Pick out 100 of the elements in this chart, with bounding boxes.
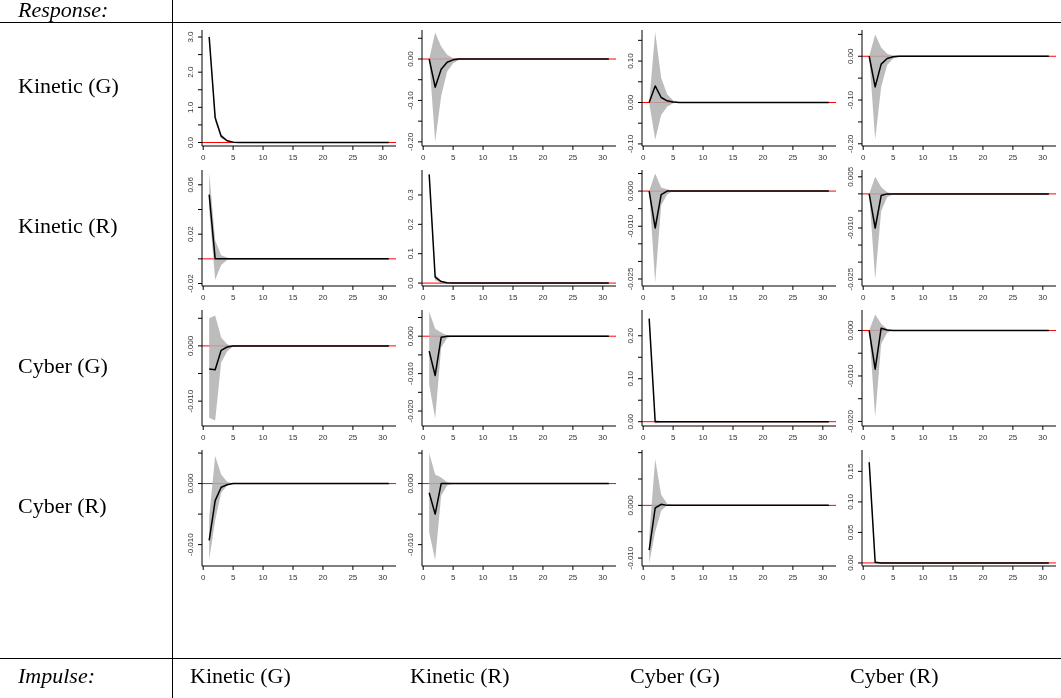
y-tick-label: 0.15 (846, 463, 855, 480)
x-tick-label: 5 (890, 433, 896, 442)
x-tick-label: 10 (258, 293, 269, 302)
y-tick-label: 0.1 (406, 247, 415, 260)
x-tick-label: 25 (568, 293, 578, 302)
x-tick-label: 30 (1038, 293, 1048, 302)
x-axis-title: Kinetic (G) (190, 663, 291, 689)
y-tick-label: 0.2 (406, 218, 415, 230)
x-axis-title: Cyber (G) (630, 663, 720, 689)
x-tick-label: 25 (568, 153, 578, 162)
x-tick-label: 0 (640, 433, 646, 442)
x-tick-label: 10 (478, 433, 489, 442)
x-tick-label: 30 (598, 433, 608, 442)
x-axis-title: Kinetic (R) (410, 663, 510, 689)
y-tick-label: 0.0 (406, 276, 415, 289)
y-tick-label: 0.0 (186, 136, 195, 149)
text: Response: (18, 0, 109, 23)
x-tick-label: 25 (1008, 433, 1018, 442)
x-tick-label: 5 (670, 433, 676, 442)
x-tick-label: 5 (450, 293, 456, 302)
x-tick-label: 0 (860, 573, 866, 582)
x-tick-label: 0 (200, 433, 206, 442)
x-tick-label: 0 (860, 433, 866, 442)
x-tick-label: 25 (788, 153, 798, 162)
y-tick-label: -0.010 (186, 532, 195, 556)
x-tick-label: 5 (670, 293, 676, 302)
y-tick-label: -0.10 (626, 134, 635, 154)
y-tick-label: -0.025 (626, 267, 635, 291)
y-tick-label: 0.05 (846, 524, 855, 541)
x-tick-label: 15 (728, 433, 739, 442)
x-tick-label: 20 (758, 153, 768, 162)
x-tick-label: 5 (670, 153, 676, 162)
x-tick-label: 5 (890, 293, 896, 302)
x-tick-label: 15 (948, 573, 959, 582)
x-tick-label: 25 (568, 433, 578, 442)
y-tick-label: 0.000 (626, 180, 635, 202)
x-tick-label: 10 (478, 293, 489, 302)
x-tick-label: 5 (450, 153, 456, 162)
x-tick-label: 0 (420, 573, 426, 582)
x-tick-label: 15 (948, 153, 959, 162)
x-tick-label: 20 (538, 153, 548, 162)
x-tick-label: 25 (1008, 293, 1018, 302)
x-tick-label: 20 (318, 433, 328, 442)
y-tick-label: 0.20 (626, 327, 635, 344)
x-tick-label: 20 (318, 573, 328, 582)
y-tick-label: -0.20 (846, 134, 855, 153)
x-tick-label: 20 (978, 573, 988, 582)
x-tick-label: 10 (478, 153, 489, 162)
x-tick-label: 0 (640, 153, 646, 162)
y-tick-label: 0.000 (846, 319, 855, 341)
x-tick-label: 0 (200, 573, 206, 582)
x-tick-label: 10 (918, 433, 929, 442)
y-tick-label: 1.0 (186, 101, 195, 113)
y-tick-label: 0.000 (406, 473, 415, 494)
x-tick-label: 25 (1008, 573, 1018, 582)
x-tick-label: 0 (420, 293, 426, 302)
y-tick-label: -0.20 (406, 132, 415, 151)
x-tick-label: 25 (788, 573, 798, 582)
y-tick-label: 0.10 (626, 370, 635, 387)
x-tick-label: 25 (568, 573, 578, 582)
x-tick-label: 5 (890, 573, 896, 582)
y-tick-label: 0.02 (186, 225, 195, 242)
x-tick-label: 20 (758, 573, 768, 582)
x-tick-label: 25 (788, 293, 798, 302)
x-tick-label: 20 (318, 293, 328, 302)
x-axis-title: Cyber (R) (850, 663, 939, 689)
y-tick-label: -0.010 (406, 361, 415, 385)
y-tick-label: 0.10 (626, 52, 635, 69)
y-tick-label: -0.010 (626, 214, 635, 238)
x-tick-label: 30 (378, 433, 388, 442)
y-tick-label: -0.020 (406, 399, 415, 423)
x-tick-label: 5 (670, 573, 676, 582)
y-tick-label: -0.10 (846, 90, 855, 110)
x-tick-label: 25 (788, 433, 798, 442)
x-tick-label: 30 (378, 293, 388, 302)
x-tick-label: 15 (288, 293, 299, 302)
y-tick-label: 0.005 (846, 166, 855, 187)
y-tick-label: -0.010 (846, 216, 855, 240)
y-axis-title: Kinetic (R) (18, 213, 119, 239)
y-tick-label: 0.06 (186, 176, 195, 193)
x-tick-label: 25 (348, 153, 358, 162)
x-tick-label: 15 (728, 573, 739, 582)
x-tick-label: 15 (288, 433, 299, 442)
x-tick-label: 20 (538, 433, 548, 442)
x-tick-label: 15 (728, 153, 739, 162)
x-tick-label: 25 (348, 573, 358, 582)
x-tick-label: 10 (918, 573, 929, 582)
x-tick-label: 20 (978, 433, 988, 442)
x-tick-label: 0 (200, 153, 206, 162)
x-tick-label: 30 (818, 153, 828, 162)
x-tick-label: 20 (758, 433, 768, 442)
x-tick-label: 10 (258, 153, 269, 162)
x-tick-label: 15 (288, 153, 299, 162)
x-tick-label: 15 (948, 433, 959, 442)
x-tick-label: 5 (450, 573, 456, 582)
x-tick-label: 5 (230, 573, 236, 582)
y-axis-title: Cyber (G) (18, 353, 109, 379)
x-tick-label: 5 (890, 153, 896, 162)
x-tick-label: 30 (378, 153, 388, 162)
x-tick-label: 30 (818, 573, 828, 582)
